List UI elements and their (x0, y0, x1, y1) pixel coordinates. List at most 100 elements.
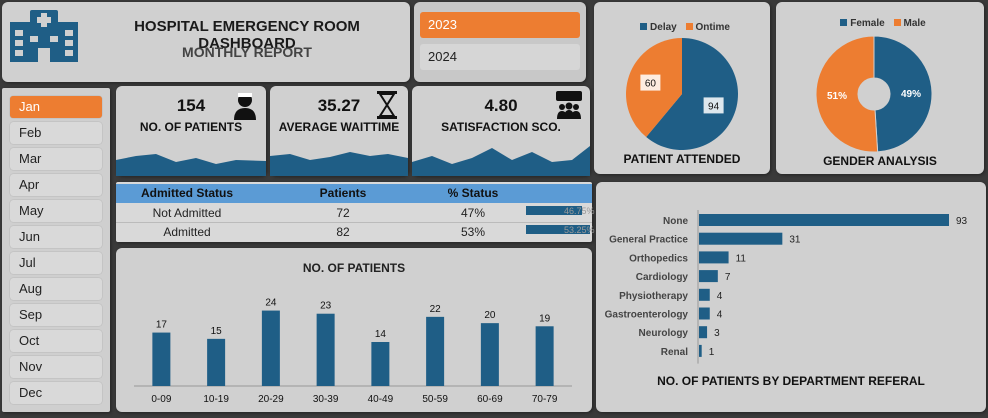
bar-value-label: 4 (717, 291, 723, 302)
x-tick-label: 0-09 (151, 394, 171, 405)
y-tick-label: Gastroenterology (605, 310, 689, 321)
patient-attended-legend: Delay Ontime (594, 22, 770, 33)
donut-data-label: 51% (827, 91, 847, 102)
month-button-nov[interactable]: Nov (10, 356, 102, 378)
kpi-patients-card: 154 NO. OF PATIENTS (116, 86, 266, 176)
y-tick-label: Neurology (639, 328, 689, 339)
bar-value-label: 15 (211, 326, 223, 337)
month-button-oct[interactable]: Oct (10, 330, 102, 352)
header-panel: HOSPITAL EMERGENCY ROOM DASHBOARD MONTHL… (2, 2, 410, 82)
x-tick-label: 30-39 (313, 394, 339, 405)
patient-attended-chart: Delay Ontime 94 60 PATIENT ATTENDED (594, 2, 770, 174)
status-cell: Admitted (163, 225, 211, 239)
chart-title: NO. OF PATIENTS (303, 261, 405, 275)
bar (699, 232, 783, 245)
x-tick-label: 70-79 (532, 394, 558, 405)
bar-value-label: 23 (320, 301, 332, 312)
month-button-apr[interactable]: Apr (10, 174, 102, 196)
chart-title: NO. OF PATIENTS BY DEPARTMENT REFERAL (657, 374, 925, 388)
patient-attended-title: PATIENT ATTENDED (623, 152, 741, 166)
bar-value-label: 20 (484, 310, 496, 321)
bar (535, 326, 554, 386)
waittime-sparkline (270, 152, 408, 176)
table-header-patients: Patients (319, 186, 367, 200)
legend-label-female: Female (850, 18, 885, 29)
table-header-pct: % Status (447, 186, 499, 200)
bar-value-label: 93 (956, 216, 968, 227)
gender-analysis-title: GENDER ANALYSIS (823, 154, 937, 168)
legend-swatch (640, 23, 648, 30)
pie-slice-delay (646, 38, 738, 151)
dashboard-title: HOSPITAL EMERGENCY ROOM DASHBOARD (134, 18, 360, 52)
data-label-box (640, 74, 661, 91)
legend-label-male: Male (903, 18, 926, 29)
gender-analysis-chart: Female Male 49% 51% GENDER ANALYSIS (776, 2, 984, 174)
donut-hole (858, 78, 890, 110)
x-tick-label: 40-49 (368, 394, 394, 405)
pct-data-bar (526, 225, 590, 234)
month-button-jan[interactable]: Jan (10, 96, 102, 118)
dashboard-subtitle: MONTHLY REPORT (182, 44, 312, 60)
month-button-dec[interactable]: Dec (10, 382, 102, 404)
month-button-may[interactable]: May (10, 200, 102, 222)
patients-sparkline (116, 154, 266, 176)
year-slicer: 2023 2024 (414, 2, 586, 82)
bar-value-label: 31 (789, 235, 801, 246)
data-label-box (703, 97, 724, 114)
year-button-2024[interactable]: 2024 (420, 44, 580, 70)
bar-value-label: 14 (375, 329, 387, 340)
month-button-jul[interactable]: Jul (10, 252, 102, 274)
pct-data-bar-label: 53.25% (564, 225, 595, 235)
month-button-sep[interactable]: Sep (10, 304, 102, 326)
year-button-2023[interactable]: 2023 (420, 12, 580, 38)
patients-cell: 82 (336, 225, 350, 239)
kpi-satisfaction-label: SATISFACTION SCO. (441, 120, 561, 134)
legend-label-delay: Delay (650, 22, 677, 33)
kpi-patients-value: 154 (176, 96, 206, 115)
bar-value-label: 1 (709, 347, 715, 358)
bar (261, 310, 280, 386)
patients-by-age-chart: NO. OF PATIENTS 17 0-09 15 10-19 24 20-29 23 30-… (116, 248, 592, 412)
bar-value-label: 4 (717, 310, 723, 321)
kpi-satisfaction-card: 4.80 SATISFACTION SCO. (412, 86, 590, 176)
bar (699, 288, 710, 301)
table-row: Not Admitted 72 47% 46.75% (116, 204, 595, 223)
bar (480, 323, 499, 386)
kpi-waittime-label: AVERAGE WAITTIME (278, 120, 400, 134)
pct-cell: 47% (460, 206, 486, 220)
kpi-waittime-value: 35.27 (317, 96, 361, 115)
bar (426, 316, 445, 386)
bar (699, 326, 708, 339)
donut-data-label: 49% (901, 89, 921, 100)
bar-value-label: 19 (539, 313, 551, 324)
patients-cell: 72 (336, 206, 350, 220)
x-tick-label: 10-19 (203, 394, 229, 405)
feedback-icon (556, 91, 582, 119)
kpi-waittime-card: 35.27 AVERAGE WAITTIME (270, 86, 408, 176)
bar-value-label: 17 (156, 320, 168, 331)
y-tick-label: Renal (661, 347, 688, 358)
bar (699, 270, 718, 283)
pie-data-label: 94 (708, 101, 720, 112)
legend-swatch (840, 19, 848, 26)
y-tick-label: None (663, 216, 688, 227)
month-slicer: Jan Feb Mar Apr May Jun Jul Aug Sep Oct Nov Dec (2, 88, 110, 412)
month-button-mar[interactable]: Mar (10, 148, 102, 170)
x-tick-label: 60-69 (477, 394, 503, 405)
hourglass-icon (377, 91, 397, 119)
satisfaction-sparkline (412, 146, 590, 176)
patient-icon (234, 93, 256, 120)
bar-value-label: 24 (265, 298, 277, 309)
month-button-aug[interactable]: Aug (10, 278, 102, 300)
admitted-status-table: Admitted Status Patients % Status Not Ad… (116, 182, 595, 242)
table-row: Admitted 82 53% 53.25% (116, 223, 595, 242)
legend-swatch (893, 19, 901, 26)
kpi-patients-label: NO. OF PATIENTS (139, 120, 243, 134)
bar (316, 313, 335, 386)
x-tick-label: 20-29 (258, 394, 284, 405)
patient-attended-pie: 94 60 (626, 38, 738, 151)
month-button-jun[interactable]: Jun (10, 226, 102, 248)
month-button-feb[interactable]: Feb (10, 122, 102, 144)
status-cell: Not Admitted (152, 206, 222, 220)
